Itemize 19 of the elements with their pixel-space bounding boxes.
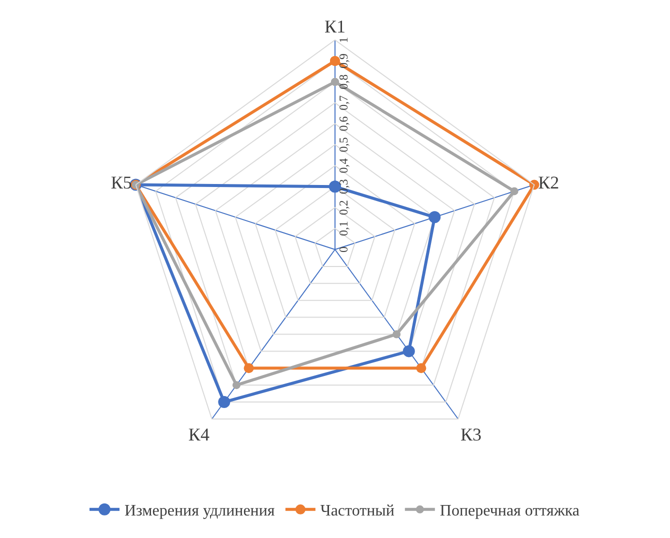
spoke-label: К1 <box>324 16 346 36</box>
y-tick-label: 0,4 <box>336 158 350 174</box>
spoke-label: К4 <box>188 424 210 445</box>
y-tick-label: 0,7 <box>336 95 350 110</box>
legend-label: Частотный <box>320 502 395 520</box>
y-tick-label: 0,3 <box>336 179 350 194</box>
y-tick-label: 0,1 <box>336 221 350 236</box>
spoke-label: К5 <box>110 172 132 192</box>
y-tick-label: 0,8 <box>336 74 350 90</box>
y-tick-label: 0,5 <box>336 137 350 152</box>
legend-label: Поперечная оттяжка <box>440 502 580 520</box>
legend-label: Измерения удлинения <box>124 502 276 520</box>
spoke-label: К2 <box>538 172 560 192</box>
y-tick-label: 0,2 <box>336 200 350 216</box>
y-tick-label: 1 <box>336 37 350 43</box>
spoke-label: К3 <box>460 424 482 445</box>
y-tick-label: 0,9 <box>336 53 350 68</box>
y-tick-label: 0 <box>336 246 350 252</box>
y-tick-label: 0,6 <box>336 116 350 132</box>
